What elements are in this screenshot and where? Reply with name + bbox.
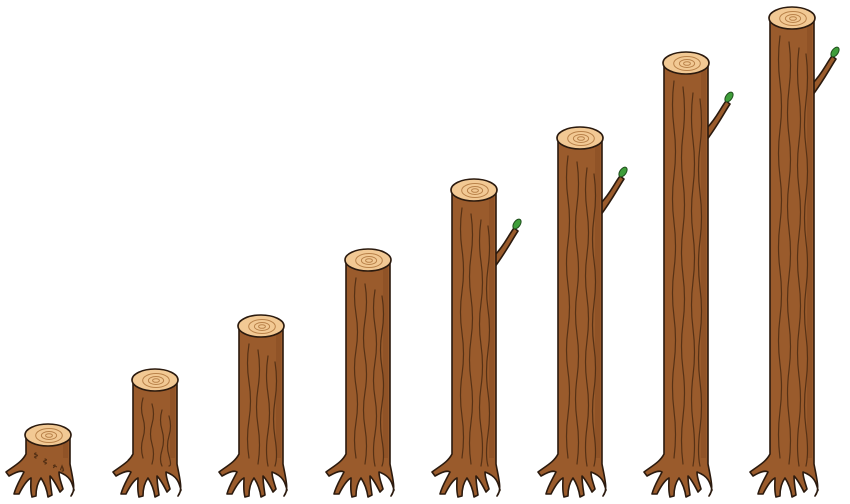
tree-ring <box>789 16 797 21</box>
tree-ring <box>35 428 63 443</box>
bark-grain <box>786 41 792 465</box>
bark-grain <box>52 464 58 469</box>
bark-grain <box>796 47 802 467</box>
log-stage-3 <box>218 314 288 498</box>
branch <box>493 227 519 269</box>
trunk-shade <box>595 140 600 458</box>
trunk-shade <box>701 65 706 458</box>
tree-ring <box>355 253 383 268</box>
bark-grain <box>265 355 271 467</box>
leaf-icon <box>512 218 522 230</box>
tree-ring <box>461 183 489 198</box>
bark-grain <box>574 161 580 465</box>
bark-grain <box>246 343 252 459</box>
trunk-shade <box>63 437 68 458</box>
cut-face <box>450 178 498 202</box>
tree-ring <box>147 376 165 385</box>
cut-face <box>131 368 179 392</box>
bark-grain <box>680 86 686 465</box>
bark-grain <box>697 98 703 467</box>
trunk-shade <box>170 382 175 458</box>
tree-ring <box>683 61 691 66</box>
bark-grain <box>362 283 368 465</box>
log-stage-1 <box>5 423 75 498</box>
leaf-icon <box>618 166 628 178</box>
tree-ring <box>45 433 53 438</box>
bark-grain <box>777 35 783 459</box>
cut-face <box>24 423 72 447</box>
bark-grain <box>485 225 491 467</box>
bark-grain <box>272 361 278 467</box>
tree-ring <box>40 431 58 440</box>
bark-grain <box>372 289 378 467</box>
log-stage-5 <box>431 178 522 498</box>
tree-ring <box>779 11 807 26</box>
leaf-icon <box>830 46 840 58</box>
tree-ring <box>152 378 160 383</box>
tree-ring <box>365 258 373 263</box>
bark-grain <box>255 349 261 465</box>
log-trunk <box>112 379 182 498</box>
bark-grain <box>803 53 809 467</box>
bark-grain <box>565 155 571 459</box>
cut-face <box>662 51 710 75</box>
bark-grain <box>584 167 590 467</box>
branch <box>811 55 837 97</box>
bark-grain <box>59 464 65 472</box>
log-trunk <box>643 62 713 498</box>
bark-grain <box>591 173 597 467</box>
tree-ring <box>577 136 585 141</box>
log-trunk <box>218 325 288 498</box>
tree-ring <box>471 188 479 193</box>
cut-face <box>768 6 816 30</box>
log-trunk <box>5 434 75 498</box>
bark-grain <box>671 80 677 459</box>
tree-ring <box>248 319 276 334</box>
bark-grain <box>379 295 385 467</box>
cut-face <box>556 126 604 150</box>
trunk-shade <box>383 262 388 458</box>
bark-grain <box>140 397 146 459</box>
bark-grain <box>149 403 155 465</box>
bark-grain <box>690 92 696 467</box>
log-stage-6 <box>537 126 628 498</box>
leaf-icon <box>724 91 734 103</box>
tree-ring <box>253 322 271 331</box>
tree-ring <box>142 373 170 388</box>
trunk-shade <box>276 328 281 458</box>
log-stage-2 <box>112 368 182 498</box>
log-stage-7 <box>643 51 734 498</box>
cut-face <box>237 314 285 338</box>
branch <box>705 100 731 142</box>
tree-ring <box>258 324 266 329</box>
log-trunk <box>325 259 395 498</box>
tree-ring <box>673 56 701 71</box>
log-stage-4 <box>325 248 395 498</box>
log-stage-8 <box>749 6 840 498</box>
branch <box>599 175 625 217</box>
log-trunk <box>749 17 819 498</box>
tree-ring <box>466 186 484 195</box>
trunk-shade <box>807 20 812 458</box>
cut-face <box>344 248 392 272</box>
tree-ring <box>567 131 595 146</box>
bark-grain <box>459 207 465 459</box>
bark-grain <box>166 415 172 467</box>
bark-grain <box>42 458 48 465</box>
tree-ring <box>784 14 802 23</box>
tree-ring <box>360 256 378 265</box>
tree-ring <box>678 59 696 68</box>
bark-grain <box>478 219 484 467</box>
bark-grain <box>353 277 359 459</box>
trunk-shade <box>489 192 494 458</box>
bark-grain <box>33 452 39 459</box>
bark-grain <box>159 409 165 467</box>
bark-grain <box>468 213 474 465</box>
log-trunk <box>431 189 501 498</box>
tree-ring <box>572 134 590 143</box>
